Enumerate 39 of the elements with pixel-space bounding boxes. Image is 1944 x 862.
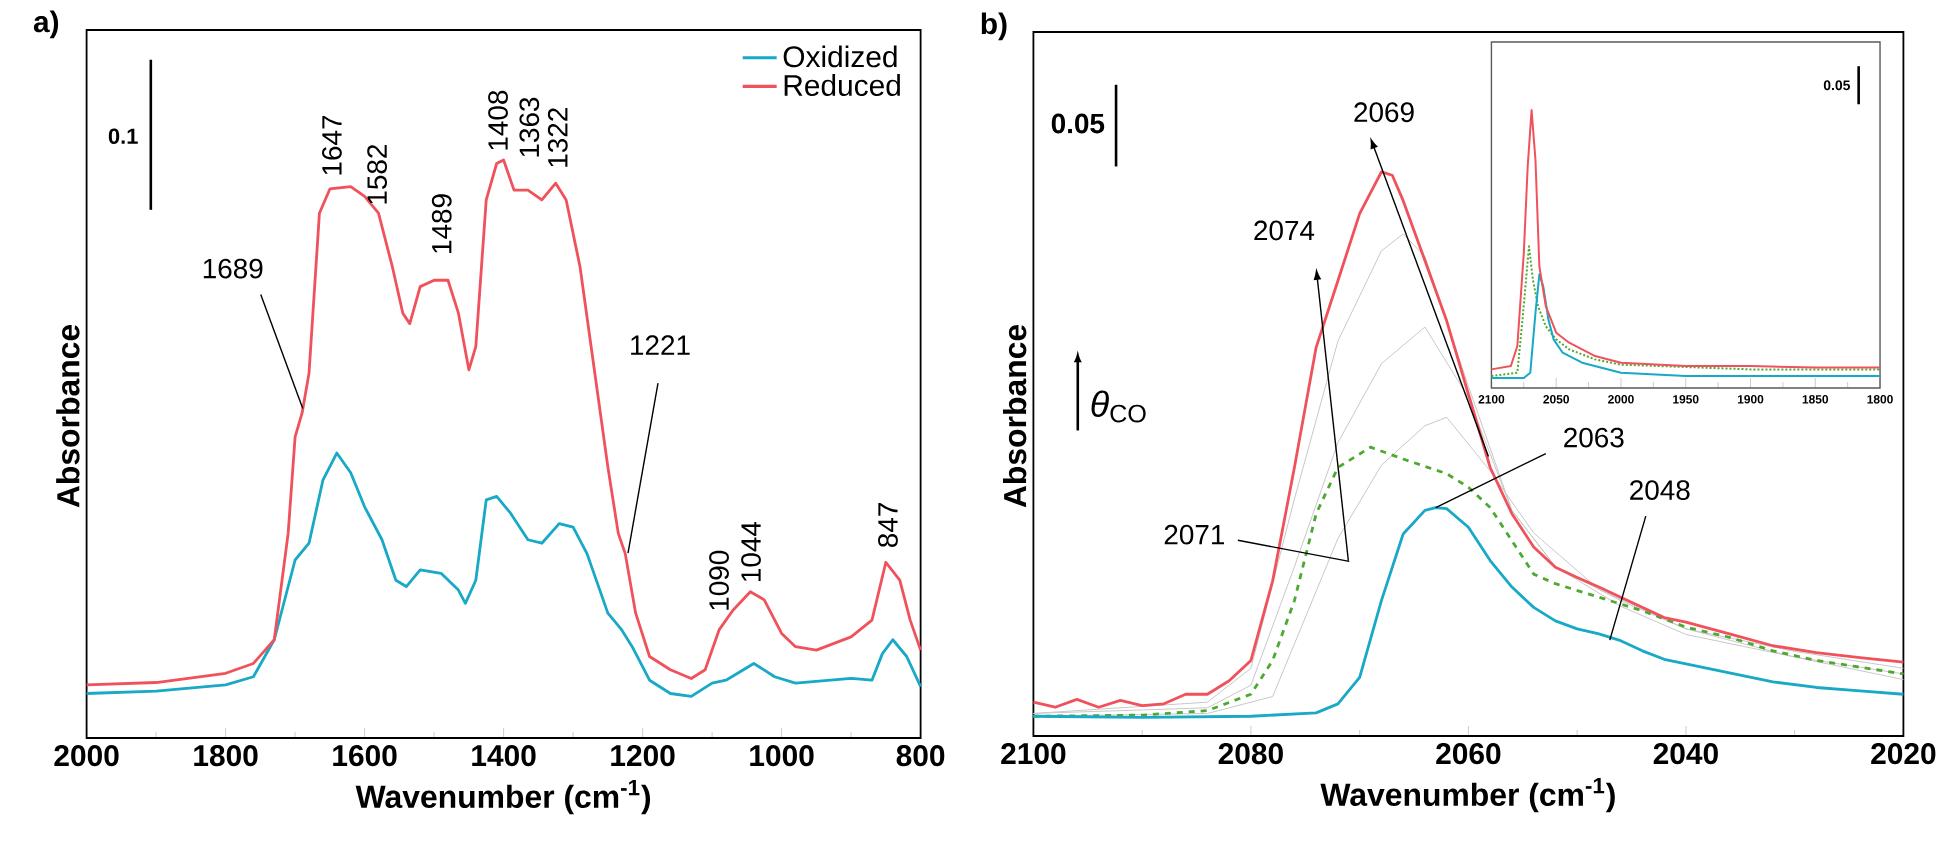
annotation: 1322 <box>547 108 568 167</box>
x-tick-label: 2100 <box>1001 743 1066 765</box>
annotation: 1689 <box>203 258 263 279</box>
annotation: 1363 <box>519 97 540 157</box>
legend-label: Oxidized <box>783 45 897 68</box>
x-tick-label: 1200 <box>611 745 675 767</box>
x-tick-label: 2040 <box>1653 743 1718 765</box>
x-tick-label: 2020 <box>1871 743 1936 765</box>
annotation: 1221 <box>631 335 690 355</box>
chart-title: b) <box>981 12 1007 41</box>
x-tick-label: 2000 <box>54 745 119 767</box>
x-axis-title: Wavenumber (cm$^{-1}$) <box>1320 777 1615 813</box>
x-tick-label: 1800 <box>194 745 258 767</box>
annotation: 1647 <box>322 115 342 175</box>
annotation: 2071 <box>1164 524 1225 545</box>
annotation: 1408 <box>488 90 508 150</box>
text: 0.05 <box>1051 113 1105 134</box>
y-axis-title: Absorbance <box>56 324 80 508</box>
chart-title: a) <box>33 10 59 39</box>
x-tick-label: 2060 <box>1436 743 1501 765</box>
x-tick-label: 800 <box>896 745 945 767</box>
x-tick-label: 2080 <box>1218 743 1283 765</box>
x-tick-label: 1600 <box>333 745 397 767</box>
annotation: 2048 <box>1630 480 1690 500</box>
x-tick-label: 1000 <box>750 745 814 767</box>
text: 0.1 <box>108 128 138 144</box>
annotation: θ$_{CO}$ <box>1091 390 1146 423</box>
annotation: 1582 <box>367 145 387 204</box>
annotation: 1489 <box>431 194 452 253</box>
x-axis-title: Wavenumber (cm$^{-1}$) <box>355 779 651 815</box>
legend-label: Reduced <box>784 74 900 96</box>
annotation: 2063 <box>1564 427 1624 448</box>
annotation: 2074 <box>1254 220 1315 241</box>
annotation: 1044 <box>741 521 761 581</box>
annotation: 847 <box>878 503 898 547</box>
x-tick-label: 1400 <box>472 745 536 767</box>
annotation: 1090 <box>709 550 729 610</box>
y-axis-title: Absorbance <box>1002 324 1027 508</box>
text: 2069 <box>1354 102 1414 123</box>
